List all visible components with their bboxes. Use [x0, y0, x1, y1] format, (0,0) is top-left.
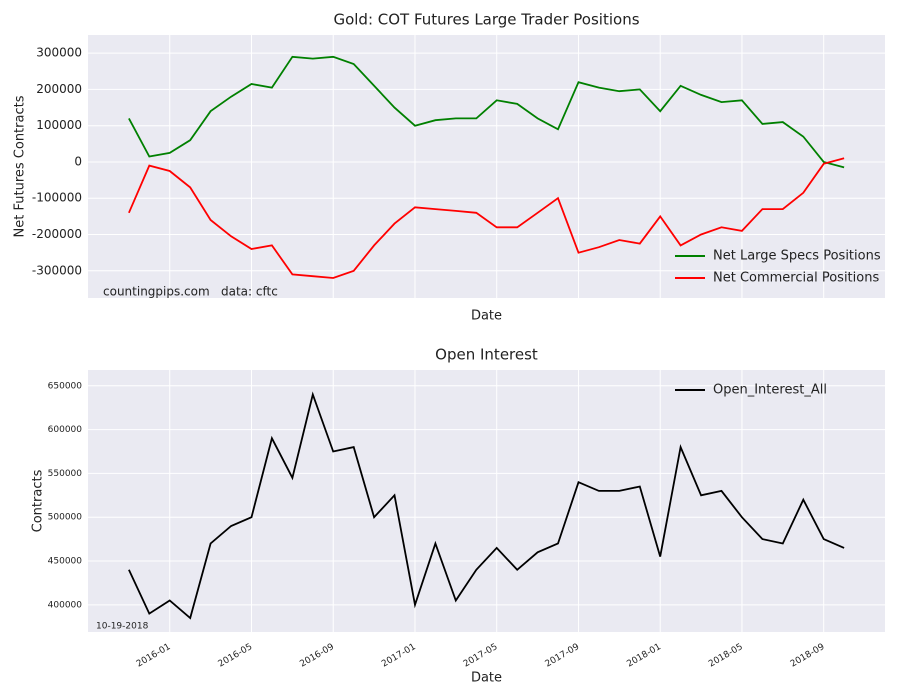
annotation: countingpips.com	[103, 285, 210, 299]
x-tick-label: 2016-05	[217, 642, 255, 669]
y-tick-label: 500000	[48, 513, 83, 523]
y-tick-label: -200000	[32, 227, 82, 241]
x-axis-label: Date	[471, 671, 502, 686]
data-line	[128, 157, 845, 279]
x-tick-label: 2016-09	[298, 642, 336, 670]
x-tick-label: 2018-05	[707, 642, 745, 669]
y-axis-label: Net Futures Contracts	[13, 95, 28, 237]
y-tick-label: 300000	[36, 46, 82, 60]
x-tick-label: 2016-01	[135, 642, 173, 669]
y-tick-label: -100000	[32, 191, 82, 205]
y-axis-label: Contracts	[31, 469, 46, 532]
plot-area	[88, 370, 885, 632]
data-line	[128, 391, 845, 620]
y-tick-label: 0	[74, 154, 82, 168]
x-tick-label: 2017-05	[462, 642, 500, 669]
x-tick-label: 2018-01	[625, 642, 663, 669]
x-tick-label: 2018-09	[789, 642, 827, 670]
x-tick-label: 2017-09	[544, 642, 582, 670]
chart-title: Open Interest	[435, 346, 538, 364]
y-tick-label: -300000	[32, 263, 82, 277]
plot-area	[88, 35, 885, 298]
y-tick-label: 550000	[48, 469, 83, 479]
y-tick-label: 450000	[48, 557, 83, 567]
y-tick-label: 600000	[48, 425, 83, 435]
y-tick-label: 200000	[36, 82, 82, 96]
legend-label: Open_Interest_All	[713, 383, 827, 398]
legend-label: Net Commercial Positions	[713, 271, 879, 286]
y-tick-label: 100000	[36, 118, 82, 132]
legend-label: Net Large Specs Positions	[713, 249, 881, 264]
chart-title: Gold: COT Futures Large Trader Positions	[333, 11, 639, 29]
y-tick-label: 400000	[48, 600, 83, 610]
x-tick-label: 2017-01	[380, 642, 418, 669]
x-axis-label: Date	[471, 309, 502, 324]
data-line	[128, 55, 845, 169]
annotation: data: cftc	[221, 285, 278, 299]
annotation: 10-19-2018	[96, 622, 149, 632]
y-tick-label: 650000	[48, 381, 83, 391]
